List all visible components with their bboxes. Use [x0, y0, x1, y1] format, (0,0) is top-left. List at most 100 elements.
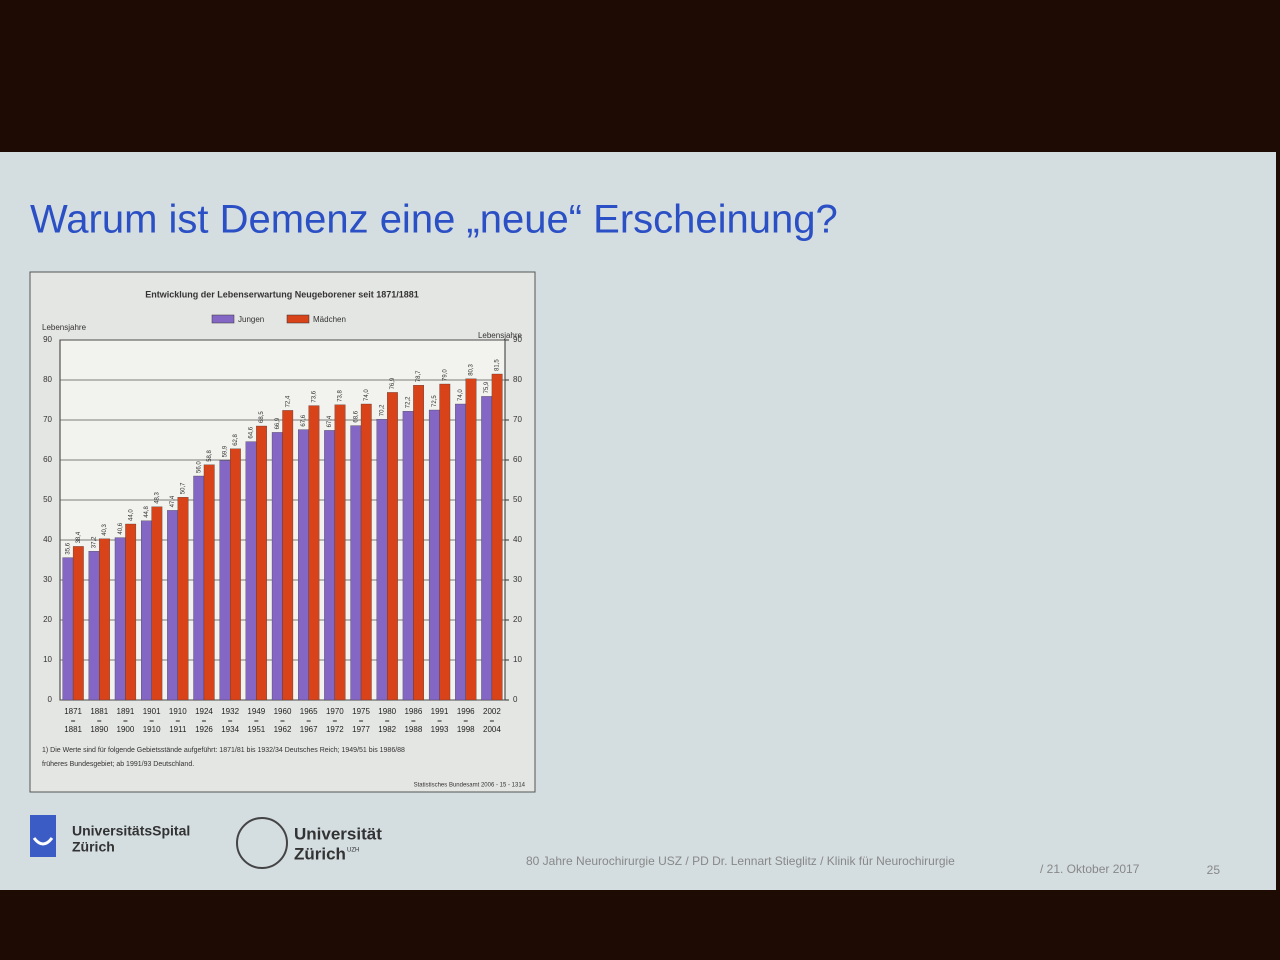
y-tick-label: 90: [43, 335, 52, 344]
value-label: 80,3: [469, 363, 475, 375]
usz-name: Zürich: [72, 839, 115, 855]
x-tick-label: 1932: [221, 707, 239, 716]
bar: [402, 411, 414, 701]
bar: [114, 537, 126, 701]
y-tick-label: 80: [43, 375, 52, 384]
legend-label: Jungen: [238, 315, 264, 324]
value-label: 40,6: [118, 522, 124, 534]
bar: [439, 383, 451, 701]
bar: [428, 409, 440, 701]
value-label: 47,4: [170, 495, 176, 507]
x-tick-label: 1891: [117, 707, 135, 716]
bar: [271, 432, 283, 701]
value-label: 74,0: [364, 389, 370, 401]
x-tick-label: 1871: [64, 707, 82, 716]
value-label: 37,2: [92, 536, 98, 548]
x-tick-label: 1967: [300, 725, 318, 734]
x-tick-label: 1890: [90, 725, 108, 734]
bar: [62, 557, 74, 701]
x-tick-label: 1881: [90, 707, 108, 716]
value-label: 50,7: [181, 482, 187, 494]
y2-tick-label: 10: [513, 655, 522, 664]
x-tick-label: 2004: [483, 725, 501, 734]
y2-tick-label: 50: [513, 495, 522, 504]
x-tick-label: 1970: [326, 707, 344, 716]
value-label: 78,7: [416, 370, 422, 382]
bar: [140, 520, 152, 701]
source: Statistisches Bundesamt 2006 - 15 - 1314: [414, 783, 526, 789]
value-label: 72,2: [406, 396, 412, 408]
bar: [334, 404, 346, 701]
bar: [151, 506, 163, 701]
bar: [413, 385, 425, 701]
bar: [203, 464, 215, 701]
bar: [125, 523, 137, 701]
bar: [298, 429, 309, 701]
x-tick-label: 1910: [143, 725, 161, 734]
bar: [308, 405, 320, 701]
value-label: 72,4: [285, 395, 291, 407]
footnote: 1) Die Werte sind für folgende Gebietsst…: [42, 747, 405, 754]
y2-tick-label: 80: [513, 375, 522, 384]
value-label: 62,8: [233, 433, 239, 445]
uzh-sup: UZH: [347, 848, 359, 854]
bar: [99, 538, 110, 701]
x-tick-label: 1881: [64, 725, 82, 734]
value-label: 58,8: [207, 449, 213, 461]
x-tick-label: 1926: [195, 725, 213, 734]
value-label: 73,6: [311, 390, 317, 402]
bar: [256, 425, 267, 701]
y2-tick-label: 90: [513, 335, 522, 344]
x-tick-label: 1980: [378, 707, 396, 716]
y-tick-label: 30: [43, 575, 52, 584]
value-label: 64,6: [249, 426, 255, 438]
bar: [455, 403, 466, 701]
value-label: 75,9: [484, 381, 490, 393]
value-label: 56,0: [196, 461, 202, 473]
x-tick-label: 1951: [247, 725, 265, 734]
x-tick-label: 1962: [274, 725, 292, 734]
x-tick-label: 1965: [300, 707, 318, 716]
y-tick-label: 40: [43, 535, 52, 544]
usz-logo: [30, 815, 56, 857]
y-tick-label: 10: [43, 655, 52, 664]
usz-logo-mark: [32, 837, 54, 846]
y-tick-label: 70: [43, 415, 52, 424]
bar: [88, 551, 100, 701]
bar: [387, 392, 398, 701]
x-tick-label: 1934: [221, 725, 239, 734]
y2-tick-label: 40: [513, 535, 522, 544]
value-label: 72,5: [432, 395, 438, 407]
bar: [350, 425, 362, 701]
value-label: 44,0: [128, 509, 134, 521]
y-tick-label: 0: [48, 695, 53, 704]
x-tick-label: 1998: [457, 725, 475, 734]
value-label: 67,6: [301, 414, 307, 426]
value-label: 59,9: [222, 445, 228, 457]
bar: [193, 475, 205, 701]
legend-swatch: [211, 314, 235, 324]
y-axis-label: Lebensjahre: [42, 323, 87, 332]
x-tick-label: 1996: [457, 707, 475, 716]
value-label: 48,3: [154, 491, 160, 503]
x-tick-label: 1977: [352, 725, 370, 734]
x-tick-label: 2002: [483, 707, 501, 716]
usz-name: UniversitätsSpital: [72, 823, 190, 839]
x-tick-label: 1910: [169, 707, 187, 716]
x-tick-label: 1993: [431, 725, 449, 734]
bar: [177, 497, 189, 701]
uzh-seal: [236, 817, 288, 869]
y-tick-label: 60: [43, 455, 52, 464]
bar: [245, 441, 257, 701]
y2-tick-label: 20: [513, 615, 522, 624]
footer: 80 Jahre Neurochirurgie USZ / PD Dr. Len…: [526, 854, 955, 868]
y2-axis-label: Lebensjahre: [478, 331, 523, 340]
value-label: 66,9: [275, 417, 281, 429]
value-label: 35,6: [65, 542, 71, 554]
x-tick-label: 1991: [431, 707, 449, 716]
uzh-name: Zürich: [294, 844, 346, 863]
x-tick-label: 1924: [195, 707, 213, 716]
value-label: 44,8: [144, 505, 150, 517]
bar: [465, 378, 477, 701]
